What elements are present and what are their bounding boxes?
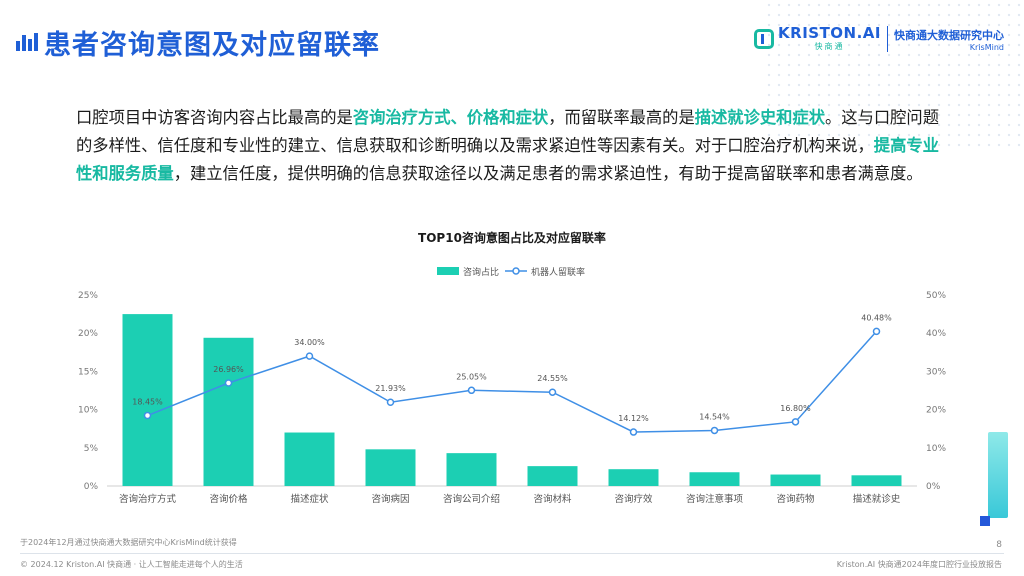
retention-data-label: 25.05%	[456, 372, 487, 381]
x-axis-category-label: 咨询疗效	[614, 493, 653, 505]
retention-data-label: 14.54%	[699, 412, 730, 421]
retention-point-2	[224, 379, 233, 387]
legend-line-marker	[512, 267, 520, 275]
x-axis-category-label: 描述症状	[290, 493, 329, 505]
bar-6	[527, 466, 578, 486]
para-text-4: ，建立信任度，提供明确的信息获取途径以及满足患者的需求紧迫性，有助于提高留联率和…	[173, 164, 923, 183]
x-axis-category-label: 咨询病因	[371, 493, 409, 505]
retention-point-5	[467, 386, 476, 395]
bar-2	[203, 337, 254, 486]
retention-data-label: 14.12%	[618, 414, 649, 423]
page-title: 患者咨询意图及对应留联率	[44, 29, 380, 61]
retention-data-label: 24.55%	[537, 374, 568, 383]
source-note: 于2024年12月通过快商通大数据研究中心KrisMind统计获得	[20, 538, 237, 547]
para-text-2: ，而留联率最高的是	[548, 108, 695, 127]
bar-4	[365, 449, 416, 486]
retention-data-label: 18.45%	[132, 398, 163, 407]
right-axis-tick-label: 50%	[926, 291, 946, 301]
bar-chart-icon	[16, 33, 38, 51]
legend-bar-swatch	[437, 267, 459, 275]
x-axis-category-label: 咨询药物	[776, 493, 815, 505]
retention-point-4	[386, 398, 395, 406]
left-axis-tick-label: 0%	[84, 482, 99, 492]
decorative-square	[980, 516, 990, 526]
summary-paragraph: 口腔项目中访客咨询内容占比最高的是咨询治疗方式、价格和症状，而留联率最高的是描述…	[76, 104, 952, 188]
bar-1	[122, 314, 173, 486]
retention-data-label: 40.48%	[861, 313, 892, 322]
para-text-1: 口腔项目中访客咨询内容占比最高的是	[76, 108, 353, 127]
para-text-3: 。这与口腔问题的多样性、信任度和专业性的建立、信息获取和诊断明确以及需求紧迫性等…	[76, 108, 939, 155]
right-axis-tick-label: 20%	[926, 406, 946, 416]
retention-data-label: 16.80%	[780, 404, 811, 413]
left-axis-tick-label: 20%	[78, 329, 98, 339]
left-axis-tick-label: 10%	[78, 406, 98, 416]
x-axis-category-label: 咨询材料	[533, 493, 572, 505]
brand-separator	[887, 26, 888, 52]
para-highlight-1: 咨询治疗方式、价格和症状	[352, 108, 549, 127]
retention-point-10	[872, 327, 881, 336]
dot-pattern-decoration	[764, 0, 1024, 150]
retention-point-7	[629, 428, 638, 436]
right-axis-tick-label: 0%	[926, 482, 941, 492]
x-axis-category-label: 咨询治疗方式	[119, 493, 177, 505]
x-axis-category-label: 咨询公司介绍	[443, 493, 500, 505]
left-axis-tick-label: 5%	[84, 444, 99, 454]
retention-data-label: 34.00%	[294, 338, 325, 347]
chart-title: TOP10咨询意图占比及对应留联率	[418, 230, 606, 245]
footer-report-name: Kriston.AI 快商通2024年度口腔行业投放报告	[836, 560, 1002, 569]
x-axis-category-label: 咨询注意事项	[686, 493, 744, 505]
retention-point-6	[548, 388, 557, 396]
bar-9	[770, 474, 821, 486]
left-axis-tick-label: 15%	[78, 367, 98, 377]
research-center-name: 快商通大数据研究中心	[894, 28, 1004, 42]
bar-10	[851, 475, 902, 486]
retention-point-8	[710, 426, 719, 435]
bar-5	[446, 453, 497, 486]
footer-copyright: © 2024.12 Kriston.AI 快商通 · 让人工智能走进每个人的生活	[20, 560, 243, 569]
retention-data-label: 21.93%	[375, 384, 406, 393]
retention-point-1	[143, 411, 152, 420]
research-center-sub: KrisMind	[969, 42, 1004, 52]
bar-8	[689, 472, 740, 486]
legend-bar-label: 咨询占比	[463, 266, 499, 278]
bar-7	[608, 469, 659, 486]
brand-sub: 快商通	[814, 42, 845, 51]
left-axis-tick-label: 25%	[78, 291, 98, 301]
decorative-bar	[988, 432, 1008, 518]
retention-data-label: 26.96%	[213, 365, 244, 374]
legend-line-label: 机器人留联率	[531, 266, 585, 278]
retention-rate-line	[147, 330, 878, 433]
retention-point-3	[305, 352, 314, 360]
kriston-logo-icon	[754, 29, 775, 49]
bar-3	[284, 432, 335, 486]
brand-logo: KRISTON.AI 快商通 快商通大数据研究中心 KrisMind	[754, 26, 1004, 52]
retention-point-9	[791, 418, 800, 426]
para-highlight-3: 提高专业性和服务质量	[76, 136, 939, 183]
right-axis-tick-label: 30%	[926, 367, 946, 377]
x-axis-category-label: 描述就诊史	[853, 493, 901, 505]
footer-divider	[20, 553, 1004, 554]
right-axis-tick-label: 40%	[926, 329, 946, 339]
brand-name: KRISTON.AI	[778, 24, 881, 42]
page-number: 8	[996, 540, 1002, 550]
x-axis-category-label: 咨询价格	[209, 493, 248, 505]
para-highlight-2: 描述就诊史和症状	[694, 108, 825, 127]
right-axis-tick-label: 10%	[926, 444, 946, 454]
page-header: 患者咨询意图及对应留联率	[16, 22, 380, 62]
